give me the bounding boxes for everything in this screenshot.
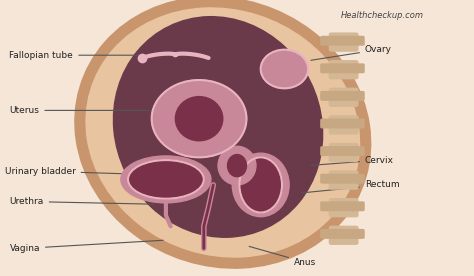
Text: Rectum: Rectum bbox=[301, 181, 400, 193]
FancyBboxPatch shape bbox=[329, 199, 358, 217]
FancyBboxPatch shape bbox=[329, 88, 358, 106]
Ellipse shape bbox=[152, 80, 246, 157]
FancyBboxPatch shape bbox=[321, 230, 364, 238]
FancyBboxPatch shape bbox=[329, 116, 358, 134]
Ellipse shape bbox=[113, 17, 323, 237]
Ellipse shape bbox=[239, 157, 282, 213]
FancyBboxPatch shape bbox=[321, 92, 364, 100]
FancyBboxPatch shape bbox=[329, 33, 358, 51]
Text: Fallopian tube: Fallopian tube bbox=[9, 51, 139, 60]
Text: Cervix: Cervix bbox=[311, 156, 394, 165]
FancyBboxPatch shape bbox=[321, 174, 364, 183]
Ellipse shape bbox=[261, 50, 308, 88]
FancyBboxPatch shape bbox=[329, 144, 358, 161]
Text: Urethra: Urethra bbox=[9, 197, 154, 206]
FancyBboxPatch shape bbox=[321, 147, 364, 155]
FancyBboxPatch shape bbox=[321, 36, 364, 45]
Text: Anus: Anus bbox=[249, 246, 316, 267]
FancyBboxPatch shape bbox=[321, 202, 364, 211]
Ellipse shape bbox=[128, 160, 204, 199]
FancyBboxPatch shape bbox=[321, 119, 364, 128]
Text: Ovary: Ovary bbox=[311, 45, 392, 60]
Ellipse shape bbox=[175, 97, 223, 141]
Ellipse shape bbox=[228, 155, 246, 177]
Text: Vagina: Vagina bbox=[9, 240, 163, 253]
Ellipse shape bbox=[80, 2, 366, 263]
Ellipse shape bbox=[218, 146, 256, 185]
Text: Uterus: Uterus bbox=[9, 106, 154, 115]
FancyBboxPatch shape bbox=[321, 64, 364, 73]
Ellipse shape bbox=[121, 156, 211, 203]
Text: Urinary bladder: Urinary bladder bbox=[5, 167, 125, 176]
FancyBboxPatch shape bbox=[329, 226, 358, 244]
FancyBboxPatch shape bbox=[329, 61, 358, 79]
FancyBboxPatch shape bbox=[329, 171, 358, 189]
Text: Healthcheckup.com: Healthcheckup.com bbox=[341, 11, 424, 20]
Ellipse shape bbox=[232, 153, 289, 217]
